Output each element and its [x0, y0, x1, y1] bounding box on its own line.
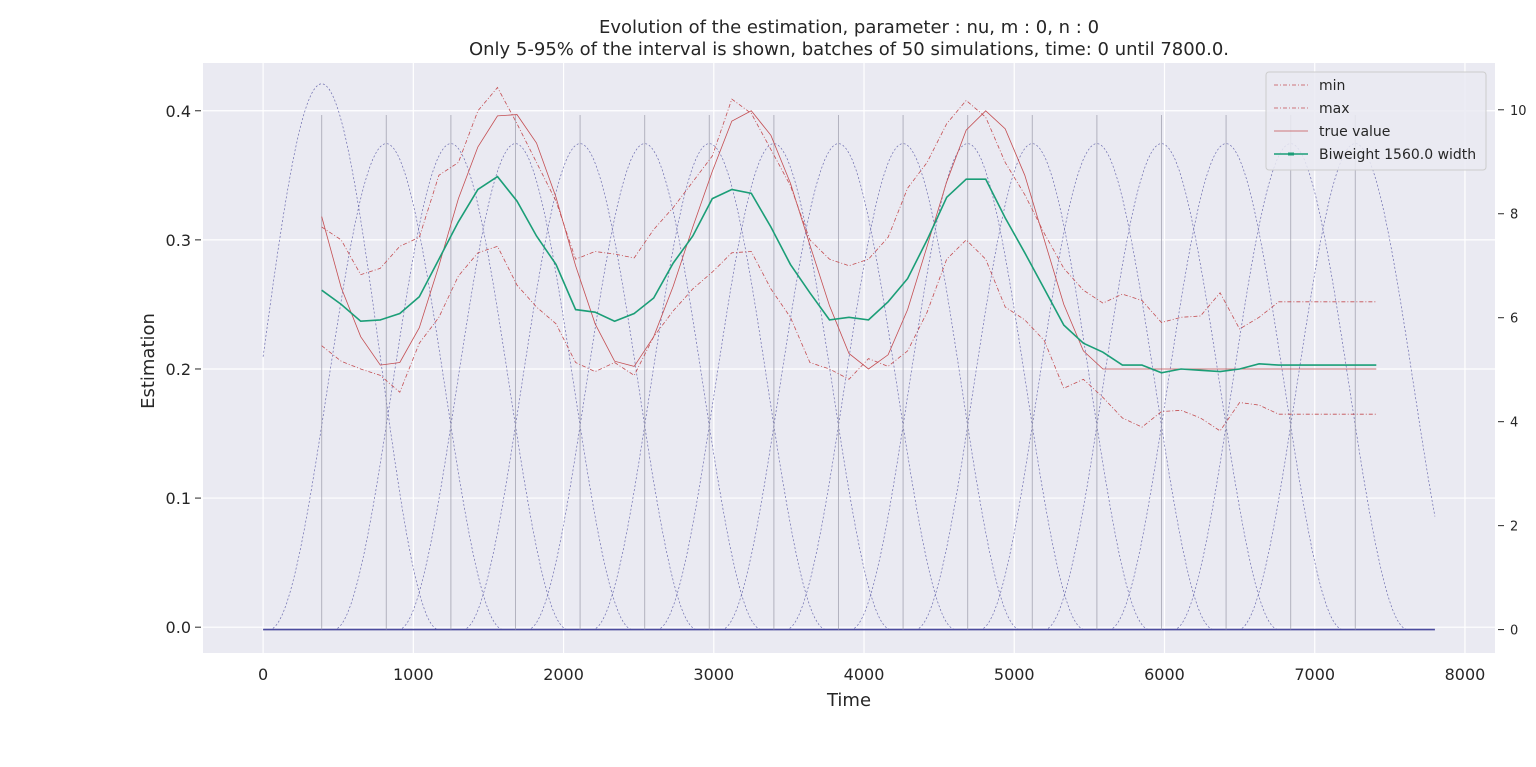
- y2-tick-label: 0: [1510, 624, 1518, 639]
- x-tick-label: 1000: [393, 665, 434, 684]
- x-tick-label: 0: [258, 665, 268, 684]
- legend: min max true value Biweight 1560.0 width: [1265, 71, 1487, 171]
- y-tick-label: 0.3: [166, 231, 191, 250]
- chart-title: Evolution of the estimation, parameter :…: [599, 17, 1099, 38]
- kernel-curve: [462, 143, 698, 630]
- series-line: [321, 239, 1377, 432]
- series-line: [321, 110, 1377, 370]
- legend-label: true value: [1319, 124, 1390, 140]
- kernel-curve: [979, 143, 1215, 630]
- kernel-curve: [1238, 143, 1436, 630]
- kernel-curve: [333, 143, 569, 630]
- kernel-curve: [527, 143, 762, 630]
- kernel-curve: [1108, 143, 1344, 630]
- kernel-curve: [850, 143, 1085, 630]
- chart-subtitle: Only 5-95% of the interval is shown, bat…: [469, 39, 1229, 60]
- kernel-curve: [398, 143, 633, 630]
- x-tick-label: 8000: [1445, 665, 1486, 684]
- y2-tick-label: 10: [1510, 104, 1527, 119]
- x-tick-label: 2000: [543, 665, 584, 684]
- vertical-lines: [321, 114, 1356, 630]
- y2-tick-label: 4: [1510, 416, 1518, 431]
- x-tick-label: 5000: [994, 665, 1035, 684]
- series-lines: [321, 86, 1377, 432]
- y-tick-label: 0.2: [166, 360, 191, 379]
- legend-box: [1265, 71, 1487, 171]
- y2-tick-label: 6: [1510, 312, 1518, 327]
- kernel-curve: [1044, 143, 1279, 630]
- legend-label: min: [1319, 78, 1345, 94]
- x-tick-label: 6000: [1144, 665, 1185, 684]
- kernel-curve: [1173, 143, 1408, 630]
- y2-tick-label: 8: [1510, 208, 1518, 223]
- y-tick-label: 0.0: [166, 618, 191, 637]
- x-tick-label: 7000: [1294, 665, 1335, 684]
- x-ticks: 0 1000 2000 3000 4000 5000 6000 7000 8000: [258, 665, 1485, 684]
- kernel-curves: [262, 83, 1436, 631]
- y-tick-label: 0.4: [166, 102, 191, 121]
- kernel-curve: [592, 143, 827, 630]
- legend-label: Biweight 1560.0 width: [1319, 147, 1476, 163]
- y2-tick-label: 2: [1510, 520, 1518, 535]
- legend-label: max: [1319, 101, 1350, 117]
- kernel-curve: [721, 143, 956, 630]
- kernel-curve: [656, 143, 892, 630]
- y2-ticks: 0 2 4 6 8 10: [1498, 104, 1527, 639]
- x-tick-label: 4000: [844, 665, 885, 684]
- kernel-curve: [785, 143, 1021, 630]
- kernel-curve: [915, 143, 1150, 630]
- kernel-curve: [269, 143, 504, 630]
- y-tick-label: 0.1: [166, 489, 191, 508]
- x-tick-label: 3000: [693, 665, 734, 684]
- series-line: [321, 86, 1377, 330]
- y-ticks: 0.0 0.1 0.2 0.3 0.4: [166, 102, 201, 637]
- x-axis-label: Time: [826, 690, 871, 711]
- kernel-curve: [262, 83, 439, 630]
- y-axis-label: Estimation: [138, 313, 159, 409]
- series-line: [321, 175, 1377, 374]
